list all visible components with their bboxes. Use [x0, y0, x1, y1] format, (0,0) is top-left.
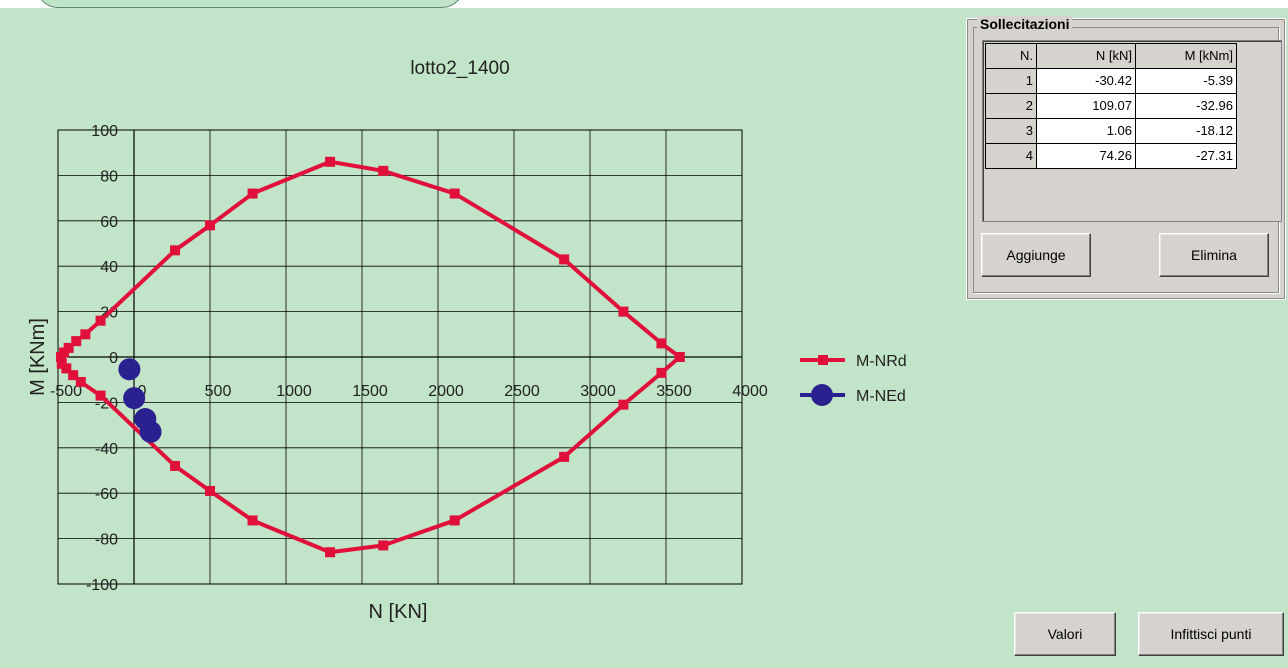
m-ned-point: [118, 358, 141, 381]
cell-m[interactable]: -18.12: [1135, 118, 1237, 144]
delete-button[interactable]: Elimina: [1159, 233, 1269, 277]
x-tick-label: 2000: [428, 383, 464, 400]
m-nrd-point: [559, 451, 570, 462]
y-tick-label: -60: [95, 486, 118, 503]
column-header-m[interactable]: M [kNm]: [1135, 43, 1237, 69]
y-axis-label: M [KNm]: [27, 318, 49, 396]
m-nrd-point: [247, 188, 258, 199]
m-nrd-point: [170, 245, 181, 256]
y-tick-label: 0: [109, 350, 118, 367]
table-row[interactable]: 1 -30.42 -5.39: [985, 68, 1237, 94]
table-header-row: N. N [kN] M [kNm]: [985, 43, 1237, 69]
add-button[interactable]: Aggiunge: [981, 233, 1091, 277]
m-nrd-point: [378, 165, 389, 176]
cell-n[interactable]: 109.07: [1036, 93, 1136, 119]
m-nrd-point: [95, 315, 106, 326]
x-tick-label: 500: [205, 383, 232, 400]
sollecitazioni-table: N. N [kN] M [kNm] 1 -30.42 -5.39 2 109.07 -32…: [985, 43, 1237, 169]
m-ned-point: [134, 407, 157, 430]
row-index: 3: [985, 118, 1037, 144]
sollecitazioni-title: Sollecitazioni: [977, 16, 1073, 32]
x-axis-label: N [KN]: [369, 601, 428, 623]
chart-title: lotto2_1400: [410, 58, 509, 79]
row-index: 1: [985, 68, 1037, 94]
m-nrd-point: [205, 485, 215, 496]
y-tick-label: -80: [95, 532, 118, 549]
m-nrd-point: [449, 515, 460, 526]
m-nrd-point: [56, 352, 67, 362]
top-strip: [0, 0, 1288, 8]
m-nrd-point: [656, 338, 667, 349]
y-tick-label: -40: [95, 441, 118, 458]
m-nrd-point: [618, 399, 629, 410]
m-nrd-point: [68, 370, 79, 381]
sollecitazioni-panel: Sollecitazioni N. N [kN] M [kNm] 1 -30.42…: [966, 16, 1286, 300]
densify-points-button[interactable]: Infittisci punti: [1138, 612, 1284, 656]
cell-m[interactable]: -5.39: [1135, 68, 1237, 94]
m-nrd-point: [247, 515, 258, 526]
m-nrd-point: [559, 254, 570, 265]
m-nrd-point: [170, 460, 181, 471]
m-ned-point: [123, 387, 146, 410]
m-nrd-point: [378, 540, 389, 551]
x-tick-label: 3000: [580, 383, 616, 400]
legend-m-nrd-label: M-NRd: [856, 353, 907, 370]
y-tick-label: 100: [91, 123, 118, 140]
x-tick-label: 3500: [656, 383, 692, 400]
m-nrd-point: [674, 352, 685, 362]
x-tick-label: 1000: [276, 383, 312, 400]
m-nrd-point: [325, 547, 336, 558]
cell-m[interactable]: -27.31: [1135, 143, 1237, 169]
m-nrd-point: [618, 306, 629, 317]
y-tick-label: -100: [86, 577, 118, 594]
interaction-diagram-chart: -500 0 500 1000 1500 2000 2500 3000 3500 4000 100 8…: [27, 58, 907, 623]
cell-n[interactable]: 1.06: [1036, 118, 1136, 144]
y-tick-label: 40: [100, 259, 118, 276]
m-nrd-point: [325, 156, 336, 167]
m-nrd-point: [61, 363, 72, 374]
m-nrd-point: [205, 220, 215, 231]
m-nrd-point: [656, 367, 667, 378]
x-tick-label: -500: [50, 383, 82, 400]
row-index: 4: [985, 143, 1037, 169]
cell-n[interactable]: -30.42: [1036, 68, 1136, 94]
table-row[interactable]: 3 1.06 -18.12: [985, 118, 1237, 144]
y-tick-label: 60: [100, 214, 118, 231]
m-nrd-point: [75, 376, 86, 387]
table-row[interactable]: 4 74.26 -27.31: [985, 143, 1237, 169]
sollecitazioni-grid[interactable]: N. N [kN] M [kNm] 1 -30.42 -5.39 2 109.07 -32…: [982, 40, 1282, 222]
row-index: 2: [985, 93, 1037, 119]
cell-m[interactable]: -32.96: [1135, 93, 1237, 119]
legend-m-nrd-marker: [818, 355, 828, 365]
m-nrd-point: [449, 188, 460, 199]
m-nrd-point: [95, 390, 106, 401]
x-tick-label: 2500: [504, 383, 540, 400]
m-nrd-point: [80, 329, 91, 340]
cell-n[interactable]: 74.26: [1036, 143, 1136, 169]
values-button[interactable]: Valori: [1014, 612, 1116, 656]
x-tick-label: 4000: [732, 383, 768, 400]
m-nrd-point: [71, 336, 82, 347]
column-header-index[interactable]: N.: [985, 43, 1037, 69]
column-header-n[interactable]: N [kN]: [1036, 43, 1136, 69]
legend-m-ned-label: M-NEd: [856, 388, 906, 405]
table-row[interactable]: 2 109.07 -32.96: [985, 93, 1237, 119]
x-tick-label: 1500: [352, 383, 388, 400]
legend-m-ned-marker: [811, 384, 833, 406]
y-tick-label: 80: [100, 168, 118, 185]
